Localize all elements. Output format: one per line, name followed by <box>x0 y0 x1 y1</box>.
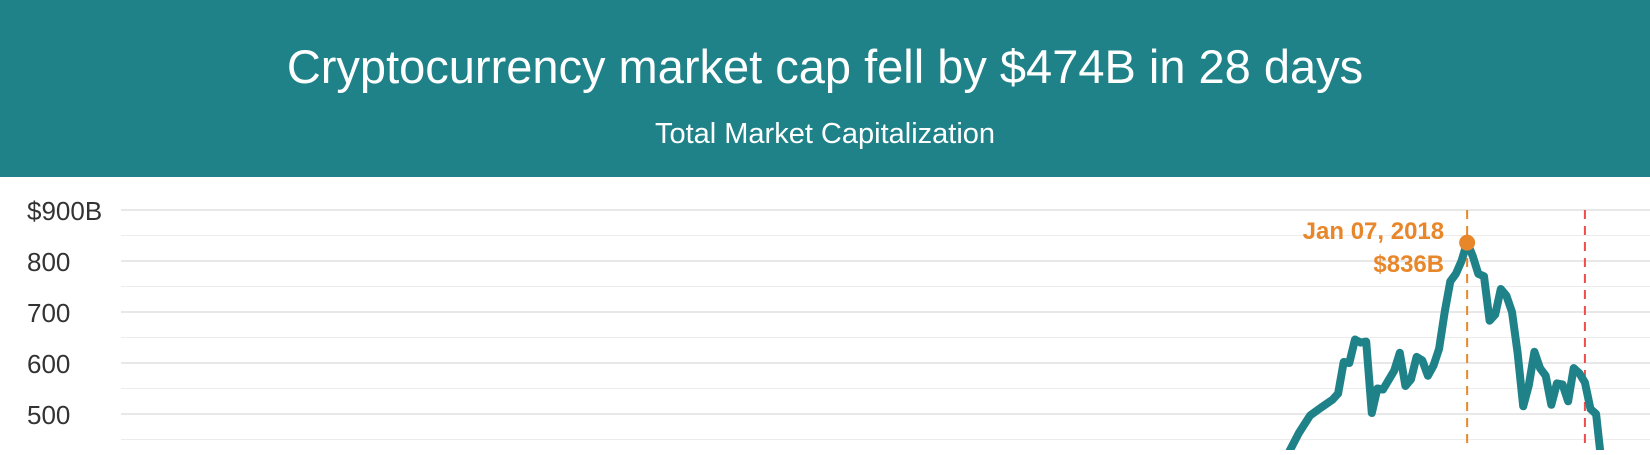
chart-area: $900B 800 700 600 500 Jan 07, 2018 $836B <box>0 177 1650 455</box>
market-cap-line <box>1283 238 1605 455</box>
market-cap-series <box>1283 238 1605 455</box>
y-tick-label: 700 <box>27 298 70 328</box>
grid-lines <box>121 209 1650 440</box>
y-axis-ticks: $900B 800 700 600 500 <box>27 196 102 430</box>
peak-value-label: $836B <box>1373 251 1444 278</box>
y-tick-label: 500 <box>27 400 70 430</box>
y-tick-label: 800 <box>27 247 70 277</box>
chart-subtitle: Total Market Capitalization <box>654 118 996 150</box>
chart-title: Cryptocurrency market cap fell by $474B … <box>286 40 1364 93</box>
chart-header: Cryptocurrency market cap fell by $474B … <box>0 0 1650 177</box>
y-tick-label: 600 <box>27 349 70 379</box>
line-chart: $900B 800 700 600 500 Jan 07, 2018 $836B <box>27 196 1650 455</box>
peak-annotation: Jan 07, 2018 $836B <box>1303 218 1476 278</box>
peak-point <box>1459 234 1476 251</box>
y-tick-label: $900B <box>27 196 102 226</box>
peak-date-label: Jan 07, 2018 <box>1303 218 1444 245</box>
